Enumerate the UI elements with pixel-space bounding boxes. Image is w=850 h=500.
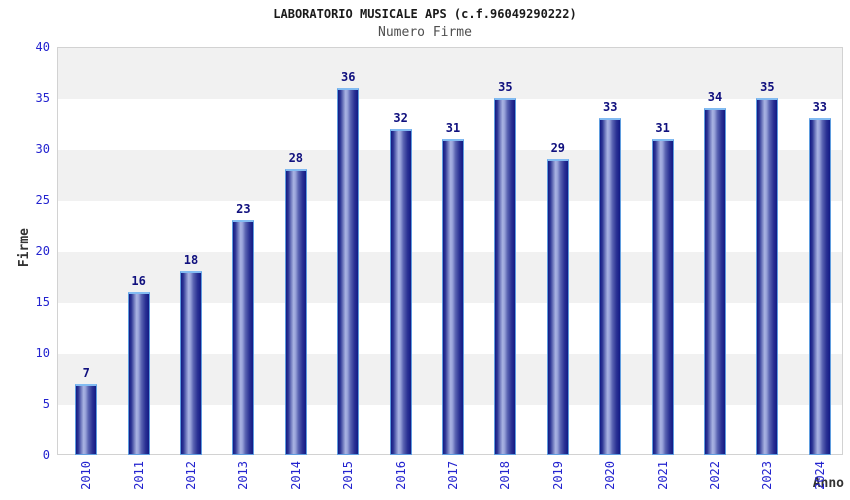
- bar-value-2024: 33: [812, 100, 828, 115]
- chart-subtitle: Numero Firme: [378, 25, 472, 40]
- y-tick-label-35: 35: [35, 91, 50, 105]
- bar-value-2022: 34: [707, 90, 723, 105]
- x-axis-title: Anno: [812, 476, 844, 491]
- bar-value-2020: 33: [602, 100, 618, 115]
- bar-value-2018: 35: [498, 80, 513, 94]
- bar-value-2017: 31: [445, 120, 461, 135]
- bar-value-2014: 28: [288, 151, 304, 166]
- bar-2018: [494, 98, 517, 455]
- bar-2021: [651, 138, 674, 455]
- x-tick-label-2022: 2022: [708, 461, 722, 490]
- bar-2022: [704, 108, 726, 455]
- y-tick-label-40: 40: [35, 40, 50, 54]
- bar-value-2016: 32: [393, 110, 408, 125]
- x-tick-label-2023: 2023: [760, 461, 775, 490]
- x-tick-label-2020: 2020: [603, 461, 618, 490]
- bar-2016: [389, 128, 412, 455]
- y-tick-label-0: 0: [42, 448, 50, 462]
- bar-2011: [127, 291, 150, 455]
- x-tick-label-2011: 2011: [131, 461, 146, 490]
- bar-2012: [180, 271, 202, 455]
- bar-value-2019: 29: [550, 141, 566, 156]
- x-tick-label-2014: 2014: [288, 461, 303, 490]
- bar-2015: [337, 87, 360, 455]
- y-tick-label-5: 5: [42, 397, 50, 411]
- bar-value-2013: 23: [236, 202, 251, 217]
- chart-title: LABORATORIO MUSICALE APS (c.f.9604929022…: [273, 7, 577, 21]
- x-tick-label-2015: 2015: [341, 461, 356, 490]
- x-tick-label-2013: 2013: [236, 461, 251, 490]
- x-tick-label-2018: 2018: [498, 461, 513, 490]
- bar-2014: [284, 169, 307, 455]
- x-tick-label-2010: 2010: [79, 461, 94, 490]
- bar-value-2011: 16: [131, 273, 146, 288]
- bar-2017: [442, 138, 464, 455]
- bar-value-2012: 18: [183, 253, 199, 268]
- bar-value-2023: 35: [760, 80, 775, 94]
- y-tick-label-30: 30: [35, 142, 50, 156]
- bar-2023: [756, 98, 779, 455]
- bar-value-2015: 36: [340, 69, 356, 84]
- bar-value-2010: 7: [82, 365, 90, 380]
- bar-2010: [75, 383, 98, 455]
- bar-2019: [546, 159, 569, 455]
- bar-value-2021: 31: [655, 120, 670, 135]
- x-tick-label-2012: 2012: [184, 461, 198, 490]
- bar-2013: [232, 220, 255, 455]
- bar-2020: [599, 118, 622, 455]
- x-tick-label-2024: 2024: [812, 461, 827, 490]
- y-tick-label-10: 10: [35, 346, 50, 360]
- x-tick-label-2019: 2019: [550, 461, 565, 490]
- x-tick-label-2016: 2016: [393, 461, 408, 490]
- bar-2024: [808, 118, 831, 455]
- x-tick-label-2017: 2017: [446, 461, 460, 490]
- y-tick-label-15: 15: [35, 295, 50, 309]
- x-tick-label-2021: 2021: [655, 461, 670, 490]
- y-tick-label-25: 25: [35, 193, 50, 207]
- y-tick-label-20: 20: [35, 244, 50, 258]
